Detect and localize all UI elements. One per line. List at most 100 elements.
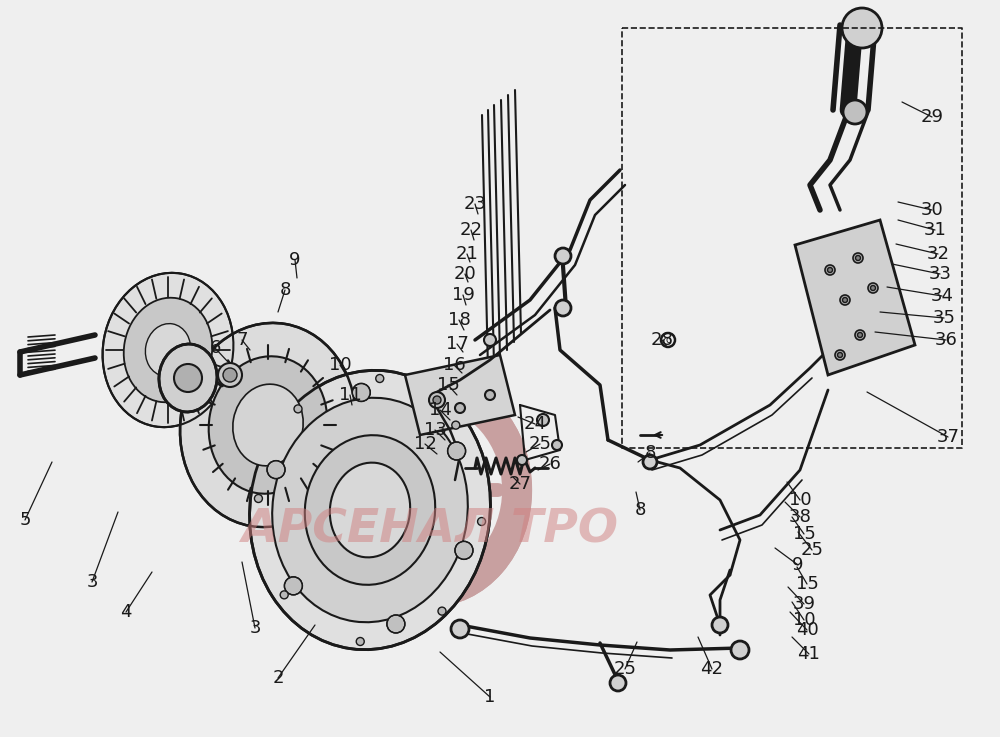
Bar: [519, 482, 531, 498]
Bar: [384, 583, 403, 600]
Ellipse shape: [272, 398, 468, 622]
Circle shape: [223, 368, 237, 382]
Circle shape: [842, 8, 882, 48]
Text: 41: 41: [798, 645, 820, 663]
Bar: [384, 380, 403, 397]
Text: 10: 10: [329, 356, 351, 374]
Text: АРСЕНАЛ ТРО: АРСЕНАЛ ТРО: [242, 508, 618, 553]
Text: 10: 10: [793, 611, 815, 629]
Circle shape: [356, 638, 364, 646]
Text: 25: 25: [614, 660, 637, 678]
Circle shape: [835, 350, 845, 360]
Circle shape: [174, 364, 202, 392]
Bar: [509, 523, 526, 542]
Ellipse shape: [103, 273, 233, 427]
Text: 34: 34: [930, 287, 954, 305]
Circle shape: [856, 256, 860, 260]
Text: 3: 3: [249, 619, 261, 637]
Circle shape: [853, 253, 863, 263]
Text: 14: 14: [429, 401, 451, 419]
Text: 12: 12: [414, 435, 436, 453]
Circle shape: [455, 403, 465, 413]
Text: 18: 18: [448, 311, 470, 329]
Circle shape: [284, 577, 302, 595]
Circle shape: [825, 265, 835, 275]
Text: 24: 24: [524, 415, 546, 433]
Text: 17: 17: [446, 335, 468, 353]
Circle shape: [485, 390, 495, 400]
Bar: [422, 374, 438, 386]
Polygon shape: [405, 355, 515, 435]
Text: 26: 26: [539, 455, 561, 473]
Circle shape: [429, 392, 445, 408]
Circle shape: [828, 268, 832, 273]
Text: 8: 8: [279, 281, 291, 299]
Ellipse shape: [124, 298, 212, 402]
Ellipse shape: [305, 435, 435, 585]
Text: 35: 35: [932, 309, 956, 327]
Circle shape: [387, 615, 405, 633]
Text: 15: 15: [793, 525, 815, 543]
Bar: [334, 439, 351, 458]
Circle shape: [455, 542, 473, 559]
Bar: [422, 594, 438, 606]
Text: 31: 31: [924, 221, 946, 239]
Circle shape: [712, 617, 728, 633]
Text: 2: 2: [272, 669, 284, 687]
Ellipse shape: [330, 375, 530, 605]
Bar: [353, 558, 373, 578]
Ellipse shape: [209, 356, 327, 494]
Circle shape: [218, 363, 242, 387]
Ellipse shape: [159, 344, 217, 412]
Ellipse shape: [360, 409, 500, 571]
Text: 16: 16: [443, 356, 465, 374]
Bar: [487, 558, 507, 578]
Circle shape: [537, 414, 549, 426]
Circle shape: [855, 330, 865, 340]
Circle shape: [448, 442, 466, 460]
Text: 30: 30: [921, 201, 943, 219]
Ellipse shape: [180, 323, 356, 527]
Text: 29: 29: [920, 108, 944, 126]
Text: 8: 8: [644, 444, 656, 462]
Circle shape: [478, 517, 486, 525]
Bar: [334, 523, 351, 542]
Circle shape: [838, 352, 842, 357]
Ellipse shape: [250, 371, 490, 649]
Text: 36: 36: [935, 331, 957, 349]
Text: 39: 39: [792, 595, 816, 613]
Text: o: o: [665, 335, 671, 345]
Circle shape: [840, 295, 850, 305]
Circle shape: [842, 298, 848, 302]
Polygon shape: [795, 220, 915, 375]
Text: 22: 22: [460, 221, 482, 239]
Text: 15: 15: [437, 376, 459, 394]
Circle shape: [451, 620, 469, 638]
Text: 7: 7: [236, 331, 248, 349]
Ellipse shape: [330, 463, 410, 557]
Ellipse shape: [145, 324, 191, 377]
Circle shape: [868, 283, 878, 293]
Text: 25: 25: [800, 541, 824, 559]
Text: 3: 3: [86, 573, 98, 591]
Circle shape: [552, 440, 562, 450]
Circle shape: [555, 300, 571, 316]
Text: 13: 13: [424, 421, 446, 439]
Text: 11: 11: [339, 386, 361, 404]
Text: 28: 28: [651, 331, 673, 349]
Text: 38: 38: [789, 508, 811, 526]
Circle shape: [731, 641, 749, 659]
Bar: [353, 402, 373, 422]
Bar: [457, 583, 476, 600]
Text: 21: 21: [456, 245, 478, 263]
Text: 40: 40: [796, 621, 818, 639]
Circle shape: [433, 396, 441, 404]
Text: 27: 27: [509, 475, 532, 493]
Circle shape: [643, 455, 657, 469]
Ellipse shape: [233, 384, 303, 466]
Text: 32: 32: [926, 245, 950, 263]
Text: 42: 42: [700, 660, 724, 678]
Text: 6: 6: [209, 339, 221, 357]
Circle shape: [376, 374, 384, 383]
Text: 20: 20: [454, 265, 476, 283]
